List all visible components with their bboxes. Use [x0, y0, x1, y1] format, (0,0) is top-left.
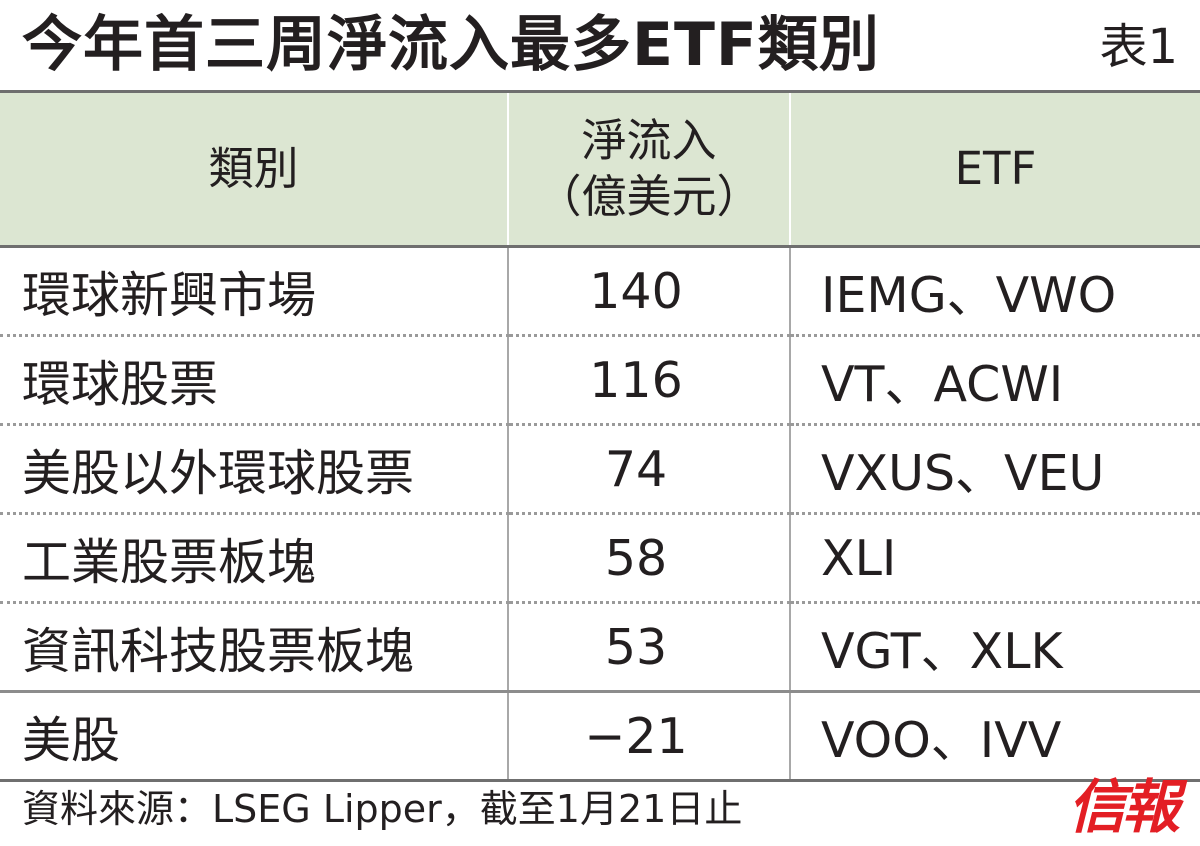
row-net-inflow: 140 — [507, 246, 790, 337]
table-row: 美股 −21 VOO、IVV — [0, 691, 1200, 782]
row-category: 資訊科技股票板塊 — [0, 602, 508, 693]
header-category: 類別 — [0, 90, 508, 248]
row-category: 工業股票板塊 — [0, 513, 508, 604]
row-etf: VOO、IVV — [789, 691, 1200, 782]
table-row: 美股以外環球股票 74 VXUS、VEU — [0, 424, 1200, 515]
table-header-row: 類別 淨流入 （億美元） ETF — [0, 90, 1200, 248]
row-net-inflow: 53 — [507, 602, 790, 693]
row-category: 環球股票 — [0, 335, 508, 426]
row-category: 美股 — [0, 691, 508, 782]
header-net-inflow-unit: （億美元） — [536, 170, 762, 223]
row-net-inflow: −21 — [507, 691, 790, 782]
table-row: 環球股票 116 VT、ACWI — [0, 335, 1200, 426]
table-number-label: 表1 — [1099, 19, 1178, 75]
header-net-inflow-line1: 淨流入 — [581, 114, 717, 167]
row-net-inflow: 116 — [507, 335, 790, 426]
brand-logo: 信報 — [1067, 773, 1180, 841]
source-note: 資料來源：LSEG Lipper，截至1月21日止 — [22, 787, 743, 831]
table-row: 環球新興市場 140 IEMG、VWO — [0, 246, 1200, 337]
row-net-inflow: 58 — [507, 513, 790, 604]
header-etf: ETF — [789, 90, 1200, 248]
row-etf: XLI — [789, 513, 1200, 604]
table-title: 今年首三周淨流入最多ETF類別 — [22, 10, 880, 80]
row-etf: VGT、XLK — [789, 602, 1200, 693]
row-etf: IEMG、VWO — [789, 246, 1200, 337]
row-etf: VT、ACWI — [789, 335, 1200, 426]
table-row: 工業股票板塊 58 XLI — [0, 513, 1200, 604]
etf-inflow-table: 類別 淨流入 （億美元） ETF 環球新興市場 140 IEMG、VWO 環球股… — [0, 90, 1200, 782]
row-net-inflow: 74 — [507, 424, 790, 515]
table-row: 資訊科技股票板塊 53 VGT、XLK — [0, 602, 1200, 693]
row-category: 環球新興市場 — [0, 246, 508, 337]
row-category: 美股以外環球股票 — [0, 424, 508, 515]
row-etf: VXUS、VEU — [789, 424, 1200, 515]
header-net-inflow: 淨流入 （億美元） — [507, 90, 790, 248]
